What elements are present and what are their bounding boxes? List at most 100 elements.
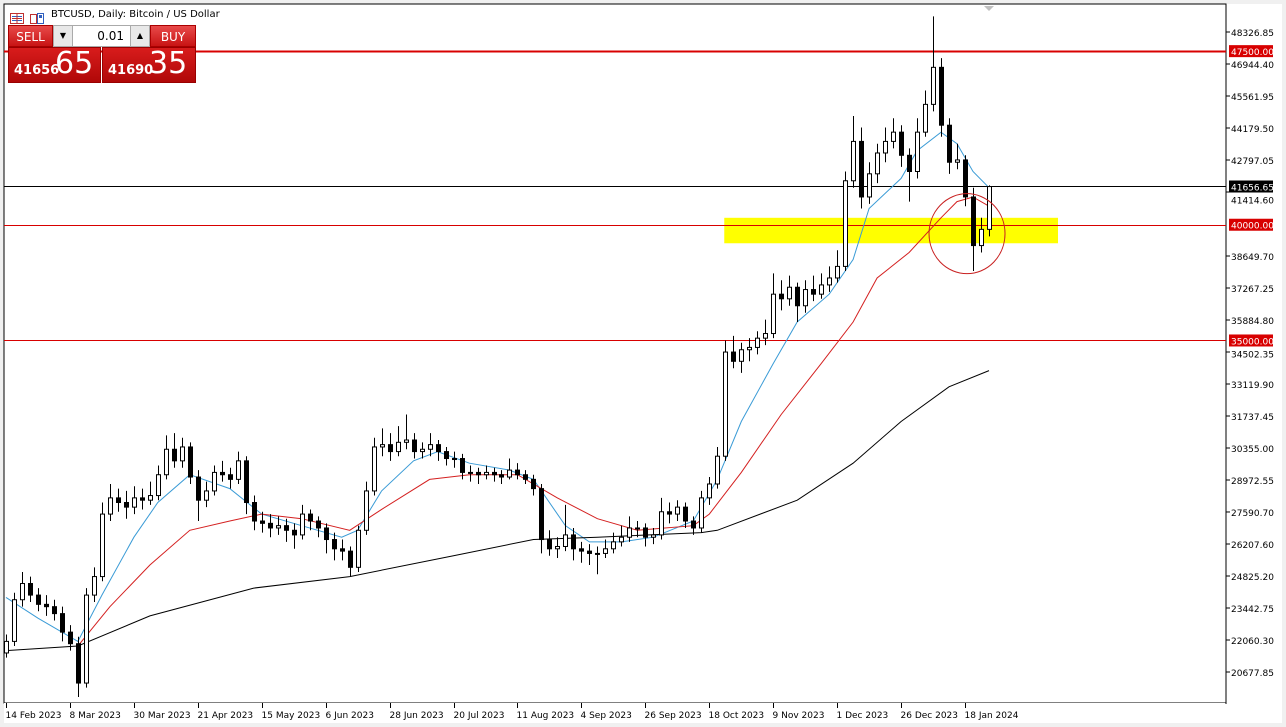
x-tick-label: 26 Dec 2023 (901, 711, 959, 721)
candle (52, 599, 57, 621)
candle-body-bull (100, 513, 105, 578)
lot-increase-button[interactable]: ▲ (130, 25, 150, 47)
sell-price-box[interactable]: 41656 65 (8, 46, 101, 83)
lot-size-input[interactable]: 0.01 (73, 25, 130, 47)
arrow-down-icon: ▼ (59, 31, 67, 40)
candle-body-bull (380, 444, 385, 448)
y-tick-label: 27590.70 (1231, 509, 1274, 519)
candle-body-bear (731, 351, 736, 362)
candle (84, 588, 89, 688)
chart-list-icon[interactable] (10, 9, 24, 24)
lot-decrease-button[interactable]: ▼ (53, 25, 73, 47)
candle-body-bear (140, 497, 145, 501)
candle-body-bull (739, 349, 744, 362)
candle-body-bull (891, 131, 896, 142)
candle (60, 606, 65, 642)
candle (148, 481, 153, 505)
y-tick-label: 48326.85 (1231, 29, 1274, 39)
candle (747, 338, 752, 362)
candle-body-bear (539, 488, 544, 541)
candle (699, 490, 704, 533)
price-axis[interactable] (1226, 4, 1282, 703)
candle-body-bear (499, 474, 504, 478)
time-axis[interactable] (4, 703, 1282, 723)
x-tick-label: 18 Jan 2024 (965, 711, 1019, 721)
level-price-label: 47500.00 (1231, 48, 1274, 58)
y-tick-label: 46944.40 (1231, 61, 1274, 71)
chart-shift-marker-icon[interactable] (984, 6, 994, 11)
candle (132, 486, 137, 515)
candle (36, 588, 41, 612)
x-tick-label: 26 Sep 2023 (645, 711, 702, 721)
candle (388, 433, 393, 461)
sell-button[interactable]: SELL (8, 25, 53, 47)
candle-body-bear (436, 444, 441, 453)
ma-mid-line (77, 196, 990, 647)
candle (188, 442, 193, 484)
current-price-tag (1229, 180, 1273, 193)
candle-body-bear (587, 550, 592, 554)
support-zone (724, 217, 1058, 244)
candle (348, 546, 353, 577)
x-tick-label: 14 Feb 2023 (6, 711, 62, 721)
candle (907, 148, 912, 202)
candle (595, 546, 600, 575)
candle (923, 90, 928, 137)
y-tick-label: 23442.75 (1231, 605, 1274, 615)
candle-body-bull (300, 513, 305, 536)
candle-body-bear (515, 469, 520, 476)
candle (420, 442, 425, 459)
candle-body-bear (228, 474, 233, 480)
candle-body-bull (507, 469, 512, 478)
candle (76, 636, 81, 697)
candle (499, 470, 504, 484)
candle-body-bear (643, 527, 648, 538)
candle-body-bear (252, 502, 257, 522)
buy-button[interactable]: BUY (150, 25, 196, 47)
candle-body-bull (715, 455, 720, 485)
buy-price-box[interactable]: 41690 35 (102, 46, 196, 83)
y-tick-label: 45561.95 (1231, 93, 1274, 103)
x-tick-label: 15 May 2023 (262, 711, 321, 721)
candle-body-bull (555, 545, 560, 550)
candle-body-bull (611, 541, 616, 550)
candle-body-bull (843, 180, 848, 267)
candle-body-bull (180, 446, 185, 462)
x-tick-label: 28 Jun 2023 (390, 711, 444, 721)
candle-body-bear (963, 159, 968, 198)
candle (891, 118, 896, 149)
candle (204, 481, 209, 508)
candle-body-bear (547, 539, 552, 550)
candle-body-bear (460, 458, 465, 473)
candle-body-bull (851, 140, 856, 182)
candle-body-bear (36, 594, 41, 605)
candle (819, 273, 824, 299)
candle-body-bear (76, 643, 81, 684)
sell-price-main: 41656 (14, 63, 60, 78)
candle (603, 539, 608, 559)
candle (811, 275, 816, 302)
candle (196, 470, 201, 522)
symbol-book-icon[interactable] (30, 9, 44, 24)
x-tick-label: 21 Apr 2023 (198, 711, 254, 721)
candle-body-bear (316, 520, 321, 529)
candle (555, 537, 560, 559)
y-tick-label: 22060.30 (1231, 637, 1274, 647)
candle (795, 282, 800, 322)
candle (308, 509, 313, 531)
y-tick-label: 31737.45 (1231, 413, 1274, 423)
buy-price-pips: 35 (149, 46, 188, 81)
candle-body-bull (364, 490, 369, 531)
candle (28, 576, 33, 603)
level-price-tag (1229, 334, 1273, 347)
candle (843, 171, 848, 272)
candle-body-bull (164, 448, 169, 476)
candle (507, 458, 512, 480)
candle (739, 342, 744, 373)
candle-body-bull (635, 527, 640, 530)
candle (460, 453, 465, 480)
candle-body-bear (60, 613, 65, 633)
x-tick-label: 1 Dec 2023 (837, 711, 889, 721)
candle-body-bull (619, 536, 624, 543)
